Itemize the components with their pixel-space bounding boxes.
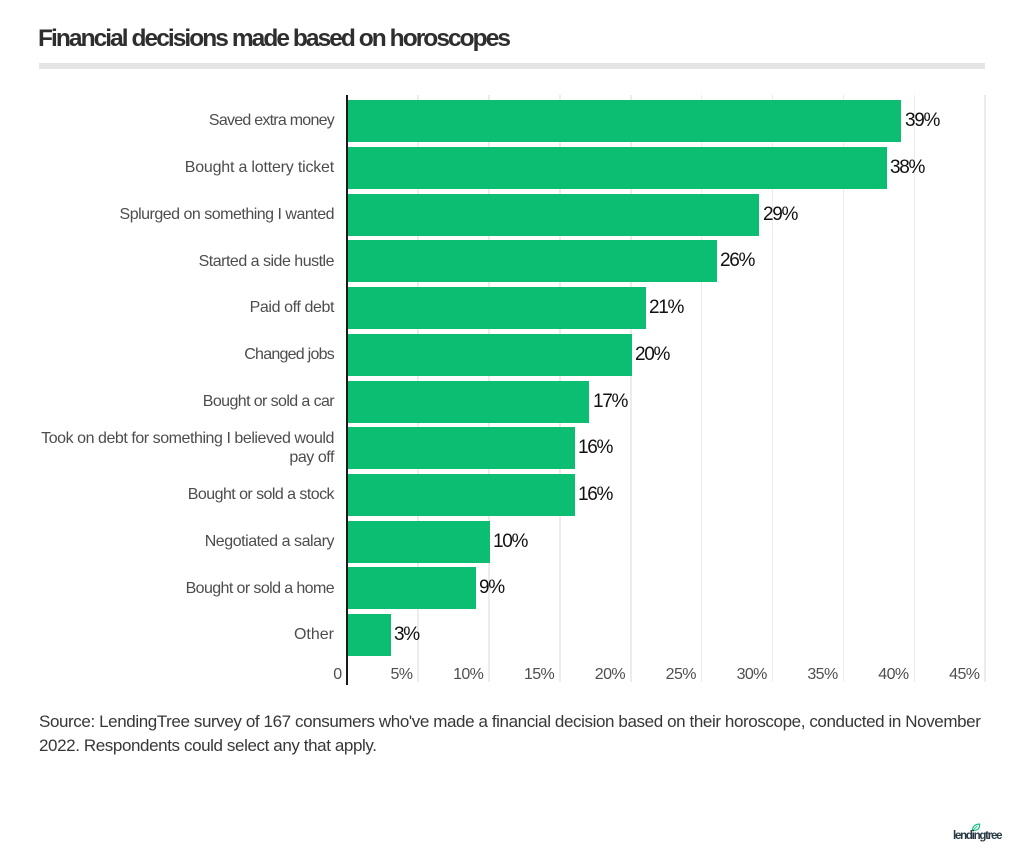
svg-text:lendingtree: lendingtree xyxy=(953,830,1002,842)
